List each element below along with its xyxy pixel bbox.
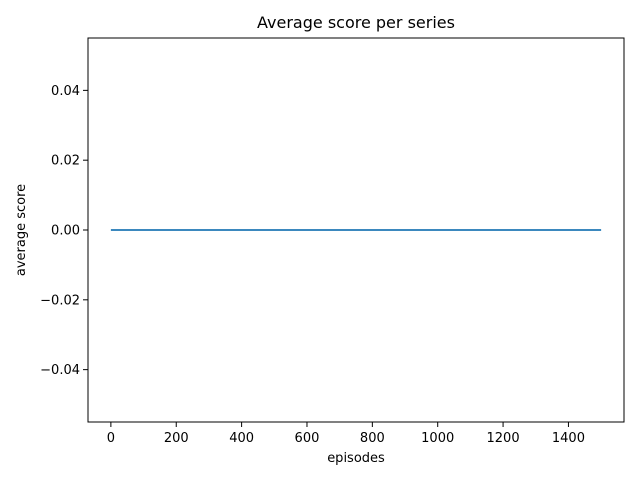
y-tick-label: −0.04 (40, 363, 80, 378)
y-tick-label: 0.00 (51, 224, 80, 239)
chart-title: Average score per series (257, 13, 455, 32)
x-tick-label: 400 (229, 431, 254, 446)
x-axis-label: episodes (327, 451, 385, 466)
x-tick-label: 1200 (487, 431, 520, 446)
y-tick-label: −0.02 (40, 293, 80, 308)
x-tick-label: 1400 (552, 431, 585, 446)
x-tick-label: 800 (360, 431, 385, 446)
x-tick-label: 200 (164, 431, 189, 446)
x-tick-label: 1000 (421, 431, 454, 446)
x-tick-label: 600 (295, 431, 320, 446)
y-tick-label: 0.04 (51, 84, 80, 99)
x-axis-ticks: 0 200 400 600 800 1000 1200 1400 (107, 422, 585, 446)
y-axis-label: average score (14, 184, 29, 276)
y-axis-ticks: −0.04 −0.02 0.00 0.02 0.04 (40, 84, 88, 378)
y-tick-label: 0.02 (51, 154, 80, 169)
x-tick-label: 0 (107, 431, 115, 446)
